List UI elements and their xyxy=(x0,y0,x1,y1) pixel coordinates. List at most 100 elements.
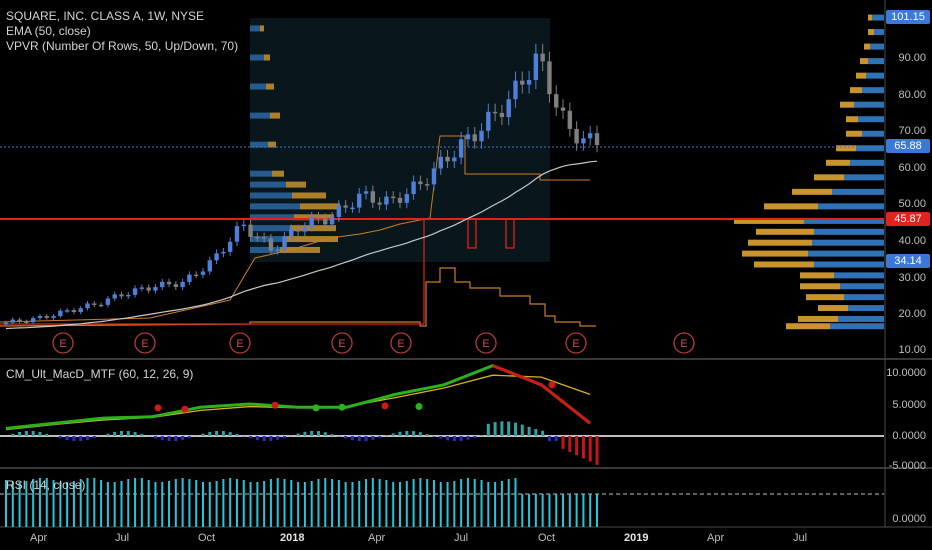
vpvr-range-row-down xyxy=(260,25,264,32)
rsi-legend[interactable]: RSI (14, close) xyxy=(6,478,86,492)
rsi-bar xyxy=(195,480,198,527)
vpvr-row-up xyxy=(866,72,884,79)
rsi-bar xyxy=(249,482,252,527)
candle-body xyxy=(445,156,450,162)
rsi-bar xyxy=(460,479,463,527)
rsi-bar xyxy=(358,481,361,527)
candle-body xyxy=(139,287,145,289)
candle-body xyxy=(479,130,484,142)
vpvr-range-row-down xyxy=(268,141,276,148)
macd-histogram-bar xyxy=(520,424,524,436)
macd-histogram-bar xyxy=(344,436,348,439)
macd-histogram-bar xyxy=(24,431,28,436)
price-tick-30: 30.00 xyxy=(898,272,926,284)
vpvr-legend[interactable]: VPVR (Number Of Rows, 50, Up/Down, 70) xyxy=(6,39,239,53)
candle-body xyxy=(581,138,586,144)
time-label-oct-2017: Oct xyxy=(198,532,216,544)
vpvr-row-up xyxy=(868,58,884,65)
rsi-bar xyxy=(235,479,238,527)
rsi-bar xyxy=(351,482,354,527)
rsi-bar xyxy=(541,494,544,527)
vpvr-row-up xyxy=(862,130,884,137)
earnings-marker-label: E xyxy=(236,338,243,350)
candle-body xyxy=(289,229,294,237)
earnings-marker-label: E xyxy=(397,338,404,350)
vpvr-row-down xyxy=(814,174,844,181)
vpvr-range-row-down xyxy=(272,170,284,177)
volume-step-line xyxy=(0,267,596,327)
rsi-bar xyxy=(371,478,374,527)
macd-legend[interactable]: CM_Ult_MacD_MTF (60, 12, 26, 9) xyxy=(6,367,194,381)
ema-legend[interactable]: EMA (50, close) xyxy=(6,24,91,38)
macd-histogram-bar xyxy=(323,432,327,436)
candle-body xyxy=(486,111,491,131)
vpvr-range-row-up xyxy=(250,203,300,210)
macd-histogram-bar xyxy=(92,436,96,439)
vpvr-row-up xyxy=(850,159,884,166)
rsi-bar xyxy=(181,478,184,527)
vpvr-row-down xyxy=(840,101,854,108)
vpvr-row-up xyxy=(808,250,884,257)
rsi-bar xyxy=(113,482,116,527)
vpvr-row-up xyxy=(844,294,884,301)
candle-body xyxy=(98,304,104,307)
rsi-bar xyxy=(507,479,510,527)
macd-cross-dot xyxy=(338,403,346,411)
macd-histogram-bar xyxy=(58,436,62,439)
candle-body xyxy=(472,134,477,142)
symbol-title[interactable]: SQUARE, INC. CLASS A, 1W, NYSE xyxy=(6,9,205,23)
rsi-bar xyxy=(303,482,306,527)
candlesticks xyxy=(3,43,600,327)
vpvr-row-up xyxy=(858,116,884,123)
rsi-bar xyxy=(337,480,340,527)
earnings-marker-label: E xyxy=(338,338,345,350)
vpvr-range-row-up xyxy=(250,141,268,148)
macd-histogram-bar xyxy=(249,436,253,439)
vpvr-row-down xyxy=(800,283,840,290)
macd-histogram-bar xyxy=(595,436,599,465)
vpvr-row-down xyxy=(748,239,812,246)
candle-body xyxy=(71,310,77,313)
vpvr-range-row-down xyxy=(300,203,340,210)
macd-tick-neg5: -5.0000 xyxy=(888,460,926,472)
candle-body xyxy=(282,236,287,250)
vpvr-row-down xyxy=(734,217,804,224)
macd-cross-dot xyxy=(548,381,556,389)
candle-body xyxy=(255,236,260,239)
candle-body xyxy=(214,253,219,261)
rsi-bar xyxy=(324,478,327,527)
candle-body xyxy=(126,294,131,297)
rsi-bar xyxy=(59,482,62,527)
earnings-marker-label: E xyxy=(59,338,66,350)
vpvr-range-row-down xyxy=(270,112,280,119)
candle-body xyxy=(560,107,566,111)
candle-body xyxy=(336,205,342,217)
rsi-bar xyxy=(392,482,395,527)
macd-histogram-bar xyxy=(283,436,287,438)
candle-body xyxy=(363,191,369,194)
price-tick-90: 90.00 xyxy=(898,52,926,64)
candle-body xyxy=(418,181,423,185)
vpvr-range-row-up xyxy=(250,83,266,90)
rsi-bar xyxy=(208,482,211,527)
price-tick-10: 10.00 xyxy=(898,344,926,356)
vpvr-range-row-down xyxy=(292,192,326,199)
macd-histogram-bar xyxy=(493,422,497,436)
macd-cross-dot xyxy=(381,402,389,410)
candle-body xyxy=(30,318,36,323)
macd-histogram-bar xyxy=(378,436,382,438)
rsi-bar xyxy=(344,482,347,527)
rsi-bar xyxy=(263,481,266,527)
candle-body xyxy=(261,237,267,239)
candle-body xyxy=(37,316,43,319)
rsi-bar xyxy=(453,481,456,527)
main-legend: SQUARE, INC. CLASS A, 1W, NYSE EMA (50, … xyxy=(6,9,238,54)
macd-histogram-bar xyxy=(174,436,178,441)
vpvr-row-down xyxy=(846,116,858,123)
vpvr-row-up xyxy=(872,14,884,21)
candle-body xyxy=(384,196,389,205)
vpvr-row-down xyxy=(846,130,862,137)
macd-histogram-bar xyxy=(86,436,90,440)
earnings-marker-label: E xyxy=(572,338,579,350)
macd-histogram-bar xyxy=(11,433,15,436)
